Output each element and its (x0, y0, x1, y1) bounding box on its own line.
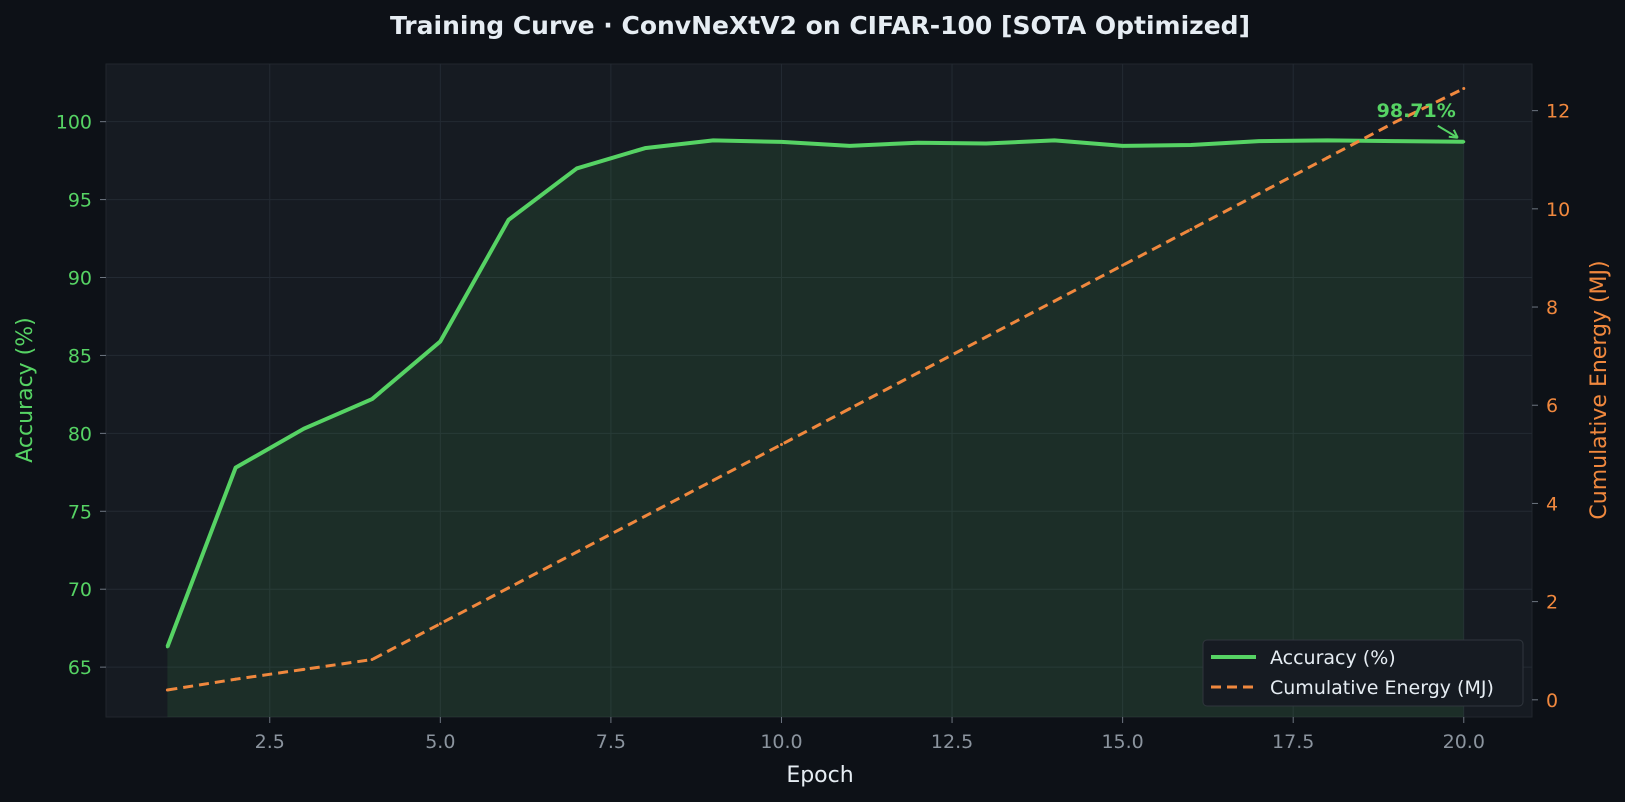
energy-point (779, 443, 783, 447)
energy-point (1394, 120, 1398, 124)
energy-point (370, 658, 374, 662)
accuracy-point (1325, 138, 1329, 142)
energy-point (643, 514, 647, 518)
ticks-layer: 2.5 5.0 7.5 10.0 12.5 15.0 17.5 20.065707580859… (56, 101, 1570, 753)
y-left-tick-label: 95 (68, 190, 92, 212)
y-right-tick-label: 0 (1546, 690, 1558, 712)
accuracy-point (165, 645, 169, 649)
energy-point (1189, 227, 1193, 231)
accuracy-area-fill (167, 140, 1464, 717)
energy-point (165, 688, 169, 692)
y-axis-right-label: Cumulative Energy (MJ) (1587, 260, 1612, 519)
chart-title: Training Curve · ConvNeXtV2 on CIFAR-100… (390, 11, 1250, 40)
x-tick-label: 10.0 (760, 731, 802, 753)
accuracy-point (1052, 138, 1056, 142)
accuracy-point (643, 146, 647, 150)
accuracy-series-line (165, 138, 1464, 648)
accuracy-point (302, 427, 306, 431)
y-right-tick-label: 8 (1546, 297, 1558, 319)
accuracy-point (779, 140, 783, 144)
annotation-arrow (1437, 124, 1459, 139)
accuracy-point (234, 466, 238, 470)
y-right-tick-label: 6 (1546, 395, 1558, 417)
energy-point (1462, 87, 1466, 91)
energy-point (1121, 263, 1125, 267)
energy-point (1325, 156, 1329, 160)
accuracy-point (1189, 143, 1193, 147)
chart-legend: Accuracy (%) Cumulative Energy (MJ) (1202, 639, 1524, 707)
x-tick-label: 5.0 (425, 731, 455, 753)
annotation-layer: 98.71% (1377, 100, 1459, 139)
accuracy-point (507, 218, 511, 222)
accuracy-point (1394, 139, 1398, 143)
y-left-tick-label: 85 (68, 345, 92, 367)
y-left-tick-label: 100 (56, 112, 92, 134)
accuracy-point (1462, 140, 1466, 144)
y-left-tick-label: 75 (68, 501, 92, 523)
energy-point (711, 478, 715, 482)
series-lines-layer (165, 87, 1466, 692)
y-left-tick-label: 90 (68, 268, 92, 290)
plot-area (105, 63, 1533, 718)
y-right-tick-label: 10 (1546, 199, 1570, 221)
accuracy-point (916, 141, 920, 145)
y-left-tick-label: 65 (68, 657, 92, 679)
energy-point (916, 371, 920, 375)
grid-lines (106, 64, 1532, 717)
energy-point (507, 586, 511, 590)
energy-point (1052, 299, 1056, 303)
accuracy-point (848, 144, 852, 148)
energy-point (234, 677, 238, 681)
x-tick-label: 7.5 (596, 731, 626, 753)
accuracy-point (438, 339, 442, 343)
energy-point (984, 335, 988, 339)
y-axis-left-label: Accuracy (%) (13, 317, 38, 463)
y-left-tick-label: 70 (68, 579, 92, 601)
energy-series-line (167, 87, 1465, 692)
x-tick-label: 17.5 (1272, 731, 1314, 753)
y-left-tick-label: 80 (68, 423, 92, 445)
accuracy-point (711, 138, 715, 142)
x-axis-label: Epoch (786, 763, 853, 788)
y-right-tick-label: 12 (1546, 101, 1570, 123)
y-right-tick-label: 4 (1546, 493, 1558, 515)
energy-point (438, 622, 442, 626)
accuracy-fill-layer (167, 140, 1464, 717)
legend-energy-label: Cumulative Energy (MJ) (1270, 677, 1494, 699)
accuracy-point (1121, 144, 1125, 148)
x-tick-label: 12.5 (931, 731, 973, 753)
accuracy-point (984, 141, 988, 145)
energy-point (575, 550, 579, 554)
energy-point (1257, 192, 1261, 196)
annotation-final-accuracy: 98.71% (1377, 100, 1456, 122)
x-tick-label: 2.5 (255, 731, 285, 753)
y-right-tick-label: 2 (1546, 592, 1558, 614)
legend-box (1202, 639, 1524, 707)
energy-point (848, 407, 852, 411)
x-tick-label: 15.0 (1101, 731, 1143, 753)
x-tick-label: 20.0 (1443, 731, 1485, 753)
legend-accuracy-label: Accuracy (%) (1270, 647, 1396, 669)
energy-point (302, 667, 306, 671)
annotation-arrow-head (1448, 129, 1459, 139)
accuracy-point (370, 397, 374, 401)
accuracy-point (1257, 139, 1261, 143)
accuracy-point (575, 166, 579, 170)
